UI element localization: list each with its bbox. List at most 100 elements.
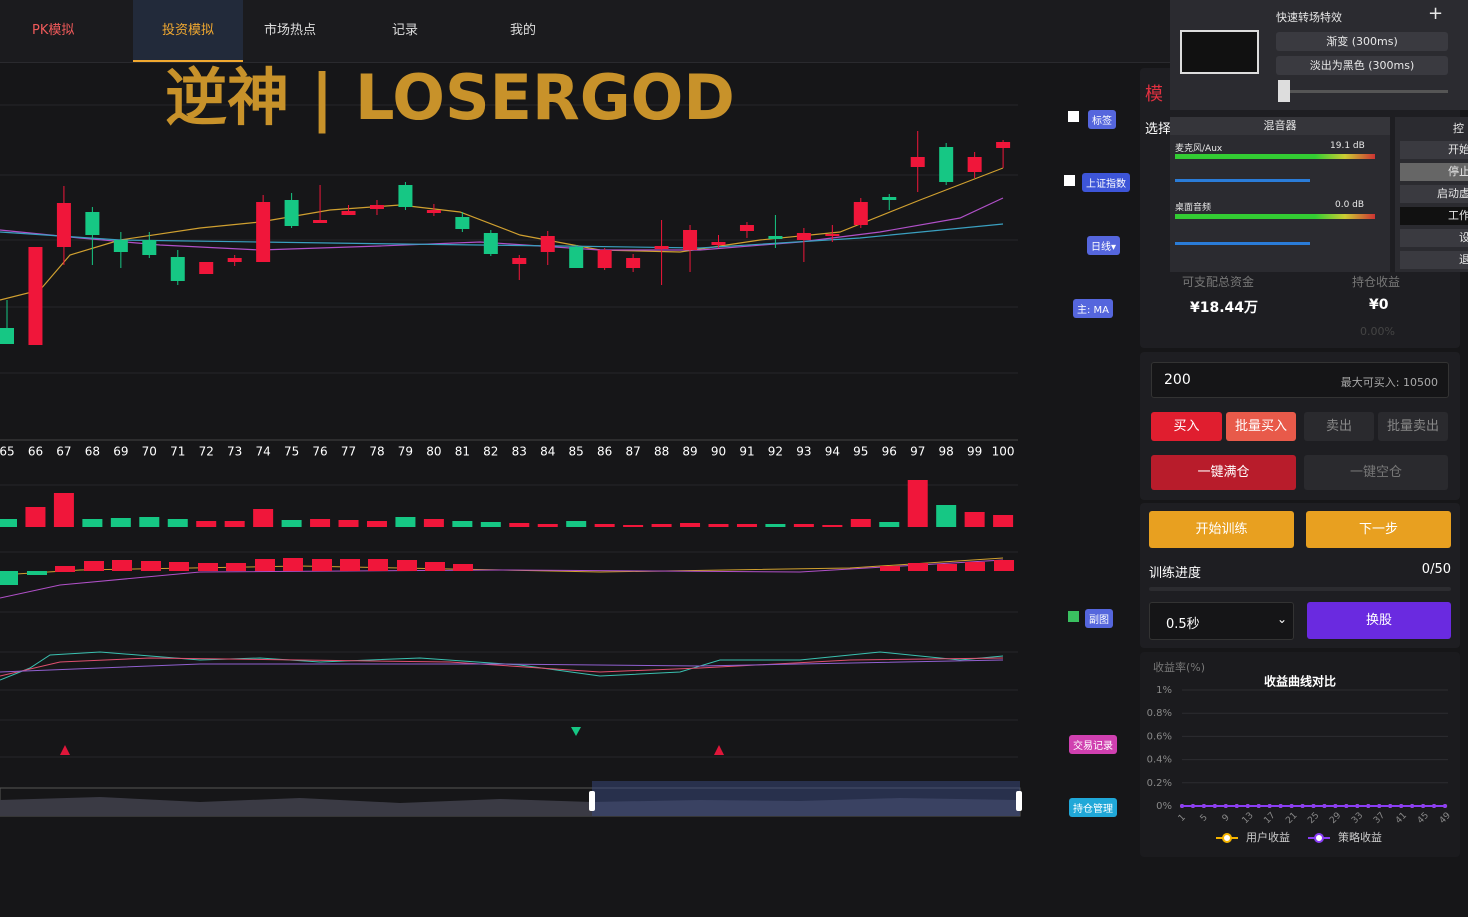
y-tick-label: 0.6% <box>1147 731 1172 742</box>
volume-bar <box>0 519 17 527</box>
volume-bar <box>879 522 900 527</box>
series-point <box>1344 804 1349 808</box>
volume-bar <box>850 519 871 527</box>
series-point <box>1366 804 1371 808</box>
buy-marker <box>60 745 70 755</box>
range-handle[interactable] <box>1016 791 1022 811</box>
checkbox[interactable] <box>1068 111 1079 122</box>
mic-volume[interactable] <box>1175 179 1310 182</box>
progress-label: 训练进度 <box>1149 566 1202 581</box>
qty-input[interactable]: 200 最大可买入: 10500 <box>1151 362 1449 398</box>
side-button[interactable]: 持仓管理 <box>1069 798 1117 817</box>
candle-body <box>910 157 925 167</box>
x-tick-label: 5 <box>1199 813 1210 824</box>
start-button[interactable]: 开始训练 <box>1149 511 1294 548</box>
candle-body <box>85 212 100 235</box>
volume-bar <box>253 509 274 527</box>
control-button[interactable]: 工作 <box>1400 207 1468 225</box>
desktop-volume[interactable] <box>1175 242 1310 245</box>
nav-item[interactable]: 记录 <box>392 23 419 38</box>
checkbox[interactable] <box>1064 175 1075 186</box>
candle-body <box>996 142 1011 148</box>
batch-buy-button[interactable]: 批量买入 <box>1226 412 1296 441</box>
series-point <box>1180 804 1184 808</box>
x-tick-label: 1 <box>1177 813 1188 824</box>
empty-button[interactable]: 一键空仓 <box>1304 455 1448 490</box>
side-button[interactable]: 日线▾ <box>1087 236 1121 255</box>
candle-body <box>199 262 214 274</box>
x-tick-label: 9 <box>1221 813 1232 824</box>
macd-bar <box>27 571 47 575</box>
buy-button[interactable]: 买入 <box>1151 412 1222 441</box>
progress: 0/50 <box>1421 562 1451 577</box>
desktop-meter <box>1175 214 1375 219</box>
mic-meter <box>1175 154 1375 159</box>
candle-body <box>113 240 128 252</box>
slider-handle[interactable] <box>1278 80 1290 102</box>
side-button[interactable]: 副图 <box>1085 609 1113 628</box>
candle-body <box>455 217 470 229</box>
candle-body <box>142 240 157 255</box>
sell-button[interactable]: 卖出 <box>1304 412 1374 441</box>
duration-slider[interactable] <box>1278 90 1448 93</box>
volume-bar <box>993 515 1014 527</box>
mixer-title: 混音器 <box>1170 117 1390 135</box>
buy-marker <box>714 745 724 755</box>
y-tick-label: 0.4% <box>1147 755 1172 766</box>
series-point <box>1432 804 1437 808</box>
full-button[interactable]: 一键满仓 <box>1151 455 1296 490</box>
nav-item[interactable]: 投资模拟 <box>133 0 243 62</box>
volume-bar <box>566 521 587 527</box>
watermark: 逆神 | LOSERGOD <box>165 62 735 135</box>
volume-bar <box>110 518 131 527</box>
candle-body <box>626 258 641 268</box>
x-tick-label: 94 <box>825 445 840 459</box>
series-point <box>1234 804 1239 808</box>
series-point <box>1289 804 1294 808</box>
control-button[interactable]: 开始 <box>1400 141 1468 159</box>
x-tick-label: 69 <box>113 445 128 459</box>
y-tick-label: 1% <box>1156 685 1172 696</box>
series-point <box>1388 804 1393 808</box>
fade-black-dropdown[interactable]: 淡出为黑色 (300ms) <box>1276 56 1448 75</box>
x-tick-label: 76 <box>312 445 327 459</box>
obs-transition: 快速转场特效 + 渐变 (300ms) 淡出为黑色 (300ms) <box>1170 0 1468 110</box>
speed-select[interactable]: 0.5秒 ⌄ <box>1149 602 1294 640</box>
x-tick-label: 89 <box>682 445 697 459</box>
nav-item[interactable]: PK模拟 <box>32 23 75 38</box>
control-button[interactable]: 停止 <box>1400 163 1468 181</box>
side-button[interactable]: 标签 <box>1088 110 1116 129</box>
series-point <box>1311 804 1316 808</box>
batch-sell-button[interactable]: 批量卖出 <box>1378 412 1448 441</box>
x-tick-label: 90 <box>711 445 726 459</box>
series-point <box>1421 804 1426 808</box>
candle-body <box>882 197 897 200</box>
obs-controls: 控 开始 停止 启动虚 工作 设 退 <box>1395 117 1468 272</box>
side-button[interactable]: 上证指数 <box>1082 173 1130 192</box>
volume-bar <box>822 525 843 527</box>
nav-item[interactable]: 市场热点 <box>264 23 317 38</box>
control-button[interactable]: 设 <box>1400 229 1468 247</box>
side-button[interactable]: 交易记录 <box>1069 735 1117 754</box>
control-label: 控 <box>1453 122 1464 135</box>
volume-bar <box>651 524 672 527</box>
candle-body <box>768 236 783 239</box>
ma-line <box>0 167 1004 301</box>
control-button[interactable]: 启动虚 <box>1400 185 1468 203</box>
next-button[interactable]: 下一步 <box>1306 511 1451 548</box>
switch-button[interactable]: 换股 <box>1307 602 1451 639</box>
profit-panel <box>1140 652 1460 857</box>
volume-bar <box>196 521 217 527</box>
nav-item[interactable]: 我的 <box>510 23 537 38</box>
checkbox[interactable] <box>1068 611 1079 622</box>
series-point <box>1256 804 1261 808</box>
fade-dropdown[interactable]: 渐变 (300ms) <box>1276 32 1448 51</box>
series-point <box>1223 804 1228 808</box>
side-button[interactable]: 主: MA <box>1073 299 1114 318</box>
candle-body <box>711 242 726 245</box>
add-icon[interactable]: + <box>1428 3 1444 24</box>
control-button[interactable]: 退 <box>1400 251 1468 269</box>
range-handle[interactable] <box>589 791 595 811</box>
range-window[interactable] <box>592 781 1020 816</box>
series-point <box>1278 804 1283 808</box>
